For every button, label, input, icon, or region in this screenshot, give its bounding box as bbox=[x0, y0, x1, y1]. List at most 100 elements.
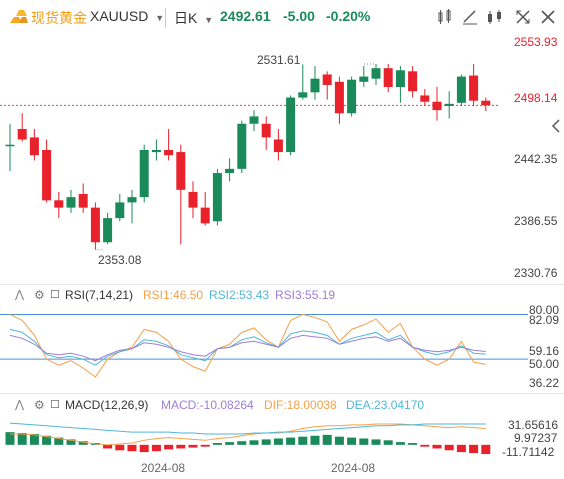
candle-body bbox=[164, 149, 174, 156]
macd-histogram-bar bbox=[249, 440, 259, 445]
candle-body bbox=[139, 149, 149, 198]
candle-body bbox=[444, 103, 454, 106]
macd-histogram-bar bbox=[310, 435, 320, 445]
macd-title: MACD(12,26,9) bbox=[65, 398, 149, 412]
x-axis-label: 2024-08 bbox=[141, 461, 186, 475]
macd-value: -10.08264 bbox=[199, 398, 254, 412]
price-axis-label: 2330.76 bbox=[514, 266, 558, 280]
macd-histogram-bar bbox=[469, 444, 479, 454]
candle-body bbox=[127, 197, 137, 203]
macd-histogram-bar bbox=[237, 441, 247, 445]
candle-body bbox=[66, 197, 76, 208]
collapse-panel-icon[interactable] bbox=[550, 118, 562, 134]
rsi-eye-icon[interactable]: ☐ bbox=[50, 289, 60, 301]
macd-histogram-bar bbox=[322, 434, 332, 445]
macd-histogram-bar bbox=[29, 433, 39, 445]
macd-histogram-bar bbox=[5, 432, 15, 445]
draw-line-icon[interactable] bbox=[461, 8, 479, 26]
candlestick-chart[interactable] bbox=[0, 32, 564, 284]
rsi3-label: RSI3:55.19 bbox=[275, 288, 336, 302]
macd-histogram-bar bbox=[481, 444, 491, 454]
candle-body bbox=[310, 78, 320, 93]
collapse-icon[interactable]: ⋀ bbox=[15, 289, 25, 301]
macd-histogram-bar bbox=[225, 442, 235, 445]
candle-body bbox=[456, 76, 466, 103]
candle-body bbox=[420, 95, 430, 102]
symbol-selector[interactable]: XAUUSD ▼ bbox=[90, 8, 164, 24]
macd-histogram-bar bbox=[103, 444, 113, 449]
macd-histogram-bar bbox=[164, 444, 174, 450]
candle-settings-icon[interactable] bbox=[436, 8, 454, 26]
macd-histogram-bar bbox=[188, 444, 198, 448]
rsi-axis-label: 50.00 bbox=[529, 357, 560, 371]
rsi1-value: 46.50 bbox=[173, 288, 204, 302]
macd-histogram-bar bbox=[371, 439, 381, 445]
collapse-icon[interactable]: ⋀ bbox=[15, 399, 25, 411]
settings-icon[interactable]: ⚙ bbox=[34, 288, 45, 302]
candle-body bbox=[347, 79, 357, 114]
candle-body bbox=[78, 194, 88, 208]
close-icon[interactable] bbox=[539, 8, 557, 26]
fullscreen-icon[interactable] bbox=[514, 8, 532, 26]
settings-icon[interactable]: ⚙ bbox=[34, 398, 45, 412]
candle-body bbox=[261, 123, 271, 138]
macd-histogram-bar bbox=[212, 443, 222, 445]
rsi-series-line bbox=[9, 313, 486, 378]
price-axis-label: 2498.14 bbox=[514, 91, 558, 105]
candle-body bbox=[237, 123, 247, 169]
candle-body bbox=[249, 116, 259, 124]
candle-body bbox=[90, 207, 100, 243]
pane-divider bbox=[0, 393, 564, 394]
candle-body bbox=[359, 76, 369, 82]
price-axis-label: 2553.93 bbox=[514, 35, 558, 49]
pane-divider bbox=[0, 284, 564, 285]
macd-histogram-bar bbox=[17, 433, 27, 445]
macd-axis-label: 9.97237 bbox=[514, 431, 558, 445]
macd-histogram-bar bbox=[78, 441, 88, 445]
macd-histogram-bar bbox=[139, 444, 149, 453]
macd-chart bbox=[5, 422, 491, 454]
macd-histogram-bar bbox=[298, 436, 308, 445]
macd-histogram-bar bbox=[359, 438, 369, 445]
macd-histogram-bar bbox=[395, 442, 405, 445]
macd-eye-icon[interactable]: ☐ bbox=[50, 399, 60, 411]
macd-histogram-bar bbox=[420, 444, 430, 447]
macd-histogram-bar bbox=[151, 444, 161, 452]
rsi-axis-label: 80.00 bbox=[529, 303, 560, 317]
candle-body bbox=[334, 81, 344, 114]
price-change: -5.00 bbox=[283, 8, 315, 24]
timeframe-selector[interactable]: 日K ▼ bbox=[165, 8, 213, 28]
candle-body bbox=[212, 173, 222, 222]
macd-series-line bbox=[9, 422, 486, 435]
candle-body bbox=[298, 92, 308, 98]
macd-histogram-bar bbox=[383, 440, 393, 445]
rsi1-label: RSI1:46.50 bbox=[143, 288, 204, 302]
symbol-label: XAUUSD bbox=[90, 8, 149, 24]
candle-body bbox=[395, 70, 405, 88]
last-price: 2492.61 bbox=[220, 8, 271, 24]
price-axis-label: 2442.35 bbox=[514, 152, 558, 166]
gold-bars-icon bbox=[10, 10, 28, 23]
candle-body bbox=[225, 168, 235, 174]
macd-series-line bbox=[10, 423, 486, 446]
rsi3-value: 55.19 bbox=[305, 288, 336, 302]
macd-histogram-bar bbox=[115, 444, 125, 451]
candle-body bbox=[5, 144, 15, 147]
chevron-down-icon: ▼ bbox=[155, 13, 165, 23]
rsi-axis-label: 36.22 bbox=[529, 376, 560, 390]
compare-icon[interactable] bbox=[486, 8, 504, 26]
dea-label: DEA:23.04170 bbox=[346, 398, 425, 412]
rsi-series-line bbox=[9, 334, 486, 362]
macd-histogram-bar bbox=[176, 444, 186, 449]
instrument-name: 现货黄金 bbox=[31, 10, 87, 26]
macd-histogram-bar bbox=[456, 444, 466, 453]
dif-label: DIF:18.00038 bbox=[264, 398, 337, 412]
timeframe-label: 日K bbox=[174, 10, 198, 26]
dif-value: 18.00038 bbox=[286, 398, 337, 412]
macd-histogram-bar bbox=[334, 436, 344, 445]
candle-body bbox=[54, 200, 64, 208]
candle-body bbox=[322, 74, 332, 85]
macd-histogram-bar bbox=[54, 437, 64, 445]
price-change-pct: -0.20% bbox=[326, 8, 371, 24]
macd-histogram-bar bbox=[432, 444, 442, 449]
